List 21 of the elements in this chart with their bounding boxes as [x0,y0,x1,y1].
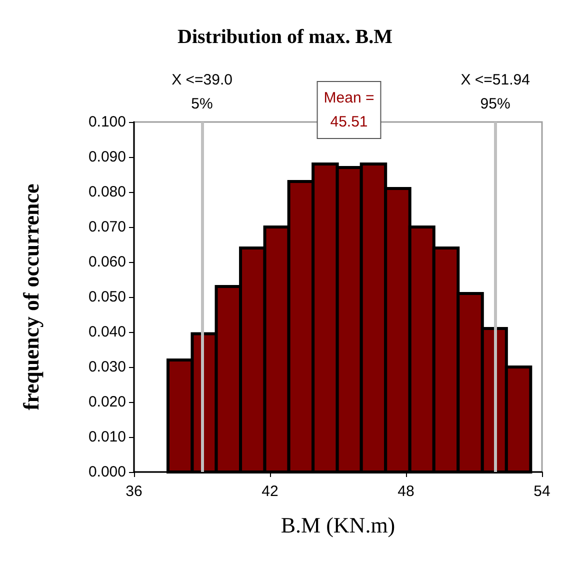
y-tick-label: 0.070 [88,218,126,236]
x-tick-label: 54 [534,483,550,500]
y-axis-title: frequency of occurrence [18,184,44,410]
x-axis-title: B.M (KN.m) [280,512,396,538]
ref-line-label: X <=39.0 5% [172,72,232,112]
chart-title: Distribution of max. B.M [178,26,393,48]
x-tick-label: 36 [126,483,142,500]
ref-line-label: X <=51.94 95% [460,72,530,112]
y-tick-label: 0.100 [88,114,126,130]
annotation: Mean = 45.51 [324,90,374,130]
y-tick-label: 0.000 [88,464,126,480]
y-tick-label: 0.020 [88,394,126,410]
y-tick-label: 0.030 [88,358,126,376]
y-tick-label: 0.050 [88,288,126,306]
y-tick-label: 0.040 [88,324,126,340]
x-tick-label: 48 [398,483,414,500]
y-tick-label: 0.080 [88,184,126,200]
y-tick-label: 0.090 [88,148,126,166]
y-tick-label: 0.010 [88,428,126,446]
x-tick-label: 42 [262,483,278,500]
y-tick-label: 0.060 [88,254,126,270]
